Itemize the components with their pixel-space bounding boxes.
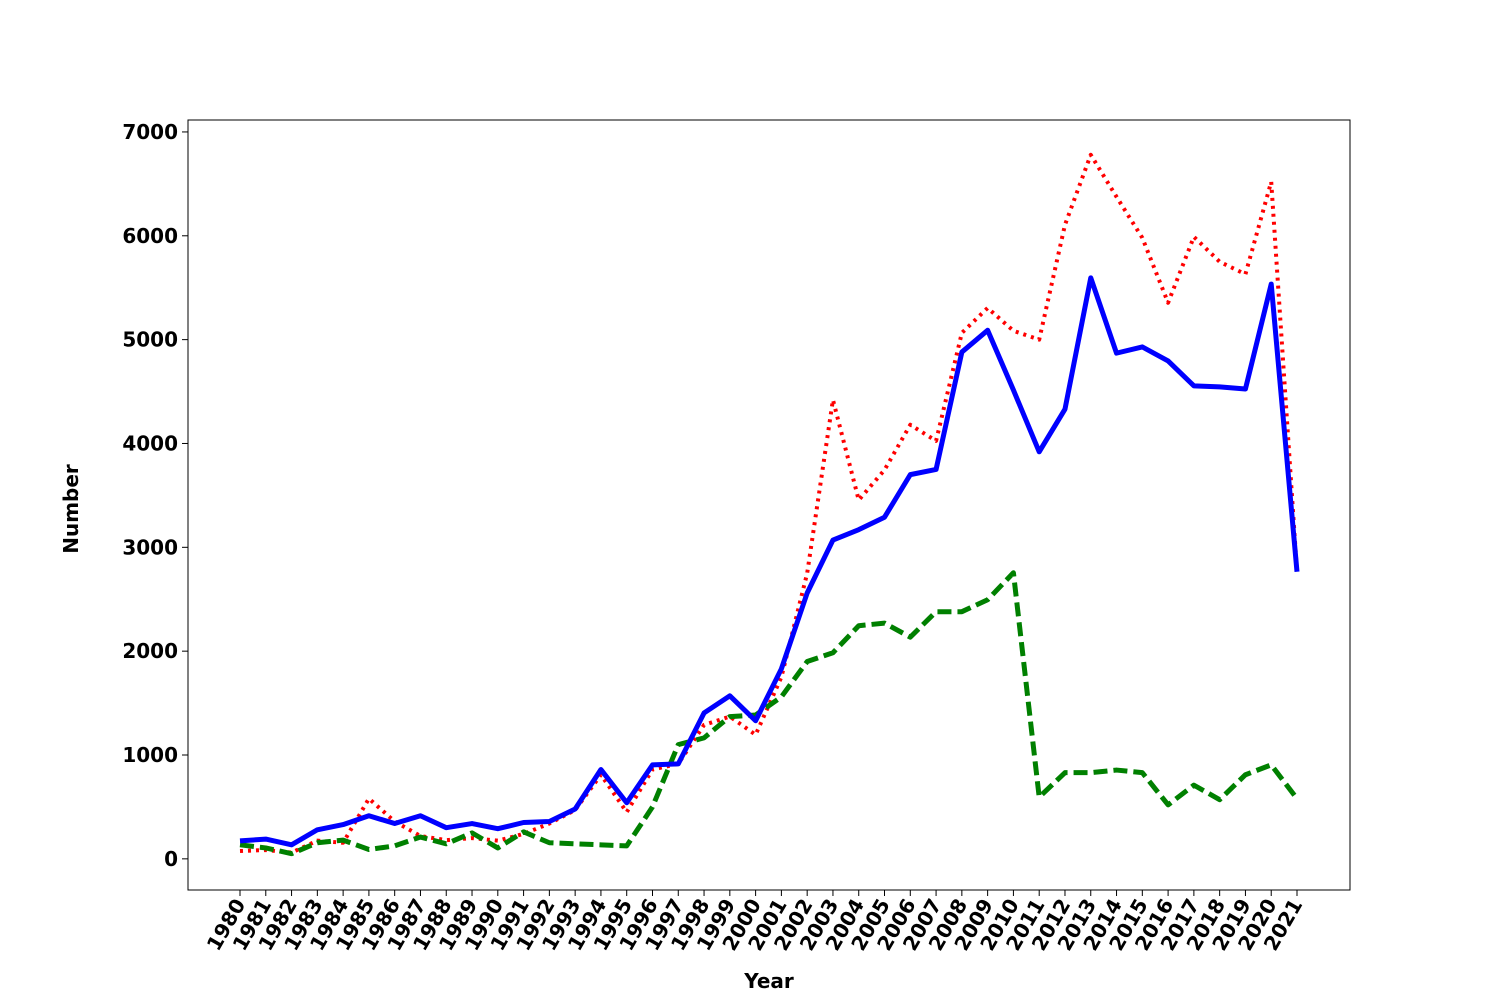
y-tick-label: 1000 [122,743,178,767]
y-tick-label: 4000 [122,431,178,455]
series-line [239,570,1299,857]
y-tick-label: 7000 [122,120,178,144]
plot-frame [187,119,1351,891]
series-line [239,152,1299,855]
y-axis-label: Number [59,464,83,554]
y-tick-label: 5000 [122,328,178,352]
y-tick-label: 0 [164,847,178,871]
y-tick-label: 2000 [122,639,178,663]
series-line [239,275,1300,848]
y-tick-label: 3000 [122,535,178,559]
x-axis-label: Year [743,969,794,993]
y-tick-label: 6000 [122,224,178,248]
